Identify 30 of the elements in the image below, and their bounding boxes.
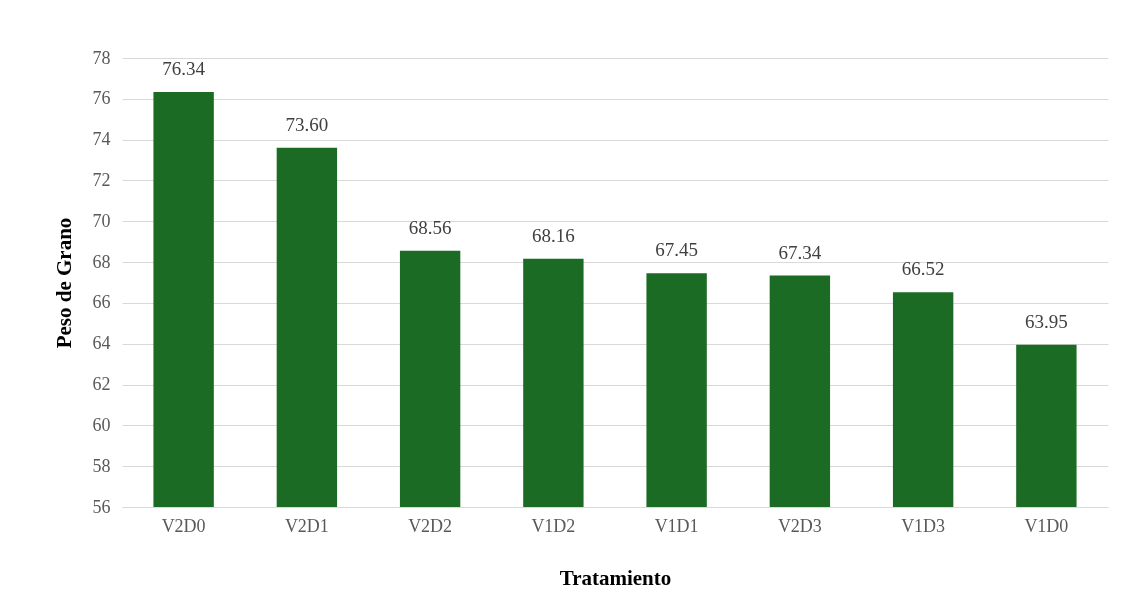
data-label: 67.45 <box>655 239 698 261</box>
data-label: 68.56 <box>408 216 452 238</box>
x-tick-label: V2D0 <box>161 515 206 536</box>
data-label: 66.52 <box>901 258 945 280</box>
x-tick-label: V2D2 <box>408 515 453 536</box>
x-tick-label: V1D1 <box>654 515 699 536</box>
y-tick-label: 78 <box>92 47 111 68</box>
data-label: 68.16 <box>532 224 575 246</box>
data-label: 76.34 <box>162 57 206 79</box>
y-tick-label: 62 <box>92 374 111 395</box>
x-tick-label: V1D0 <box>1024 515 1069 536</box>
y-axis-title: Peso de Grano <box>51 217 76 349</box>
y-tick-label: 72 <box>92 169 111 190</box>
x-tick-label: V1D2 <box>531 515 576 536</box>
y-tick-label: 76 <box>92 88 111 109</box>
y-tick-label: 74 <box>92 129 111 150</box>
y-tick-label: 64 <box>92 333 111 354</box>
y-tick-label: 70 <box>92 210 111 231</box>
x-axis-title: Tratamiento <box>559 565 672 590</box>
data-label: 73.60 <box>285 113 329 135</box>
y-tick-label: 60 <box>92 414 111 435</box>
data-label: 63.95 <box>1025 310 1068 332</box>
data-label: 67.34 <box>778 241 822 263</box>
x-tick-label: V1D3 <box>901 515 946 536</box>
y-tick-label: 66 <box>92 292 111 313</box>
y-tick-label: 68 <box>92 251 111 272</box>
y-tick-label: 56 <box>92 496 111 517</box>
y-tick-label: 58 <box>92 455 111 476</box>
x-tick-label: V2D1 <box>284 515 329 536</box>
x-tick-label: V2D3 <box>777 515 822 536</box>
